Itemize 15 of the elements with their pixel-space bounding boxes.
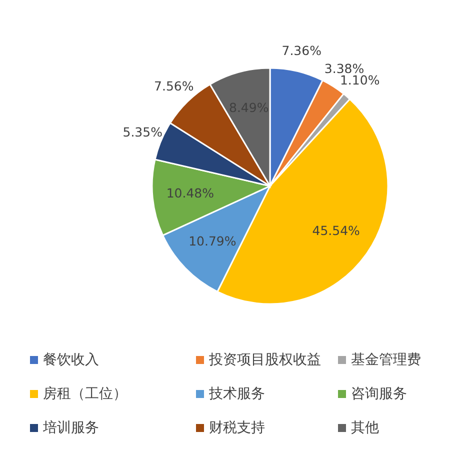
legend-label: 其他 [351, 420, 379, 436]
legend-label: 房租（工位） [43, 386, 127, 402]
data-label: 10.48% [166, 186, 214, 201]
legend-label: 投资项目股权收益 [208, 352, 321, 368]
legend-label: 咨询服务 [351, 386, 407, 402]
legend-label: 餐饮收入 [43, 352, 99, 368]
data-label: 7.56% [154, 78, 194, 94]
legend-label: 财税支持 [209, 420, 265, 436]
legend-label: 技术服务 [208, 386, 265, 402]
data-label: 5.35% [122, 124, 163, 140]
legend-label: 基金管理费 [351, 352, 421, 368]
data-label: 7.36% [282, 43, 322, 58]
data-label: 45.54% [312, 222, 360, 238]
data-label: 10.79% [188, 233, 236, 248]
legend-label: 培训服务 [42, 420, 99, 436]
